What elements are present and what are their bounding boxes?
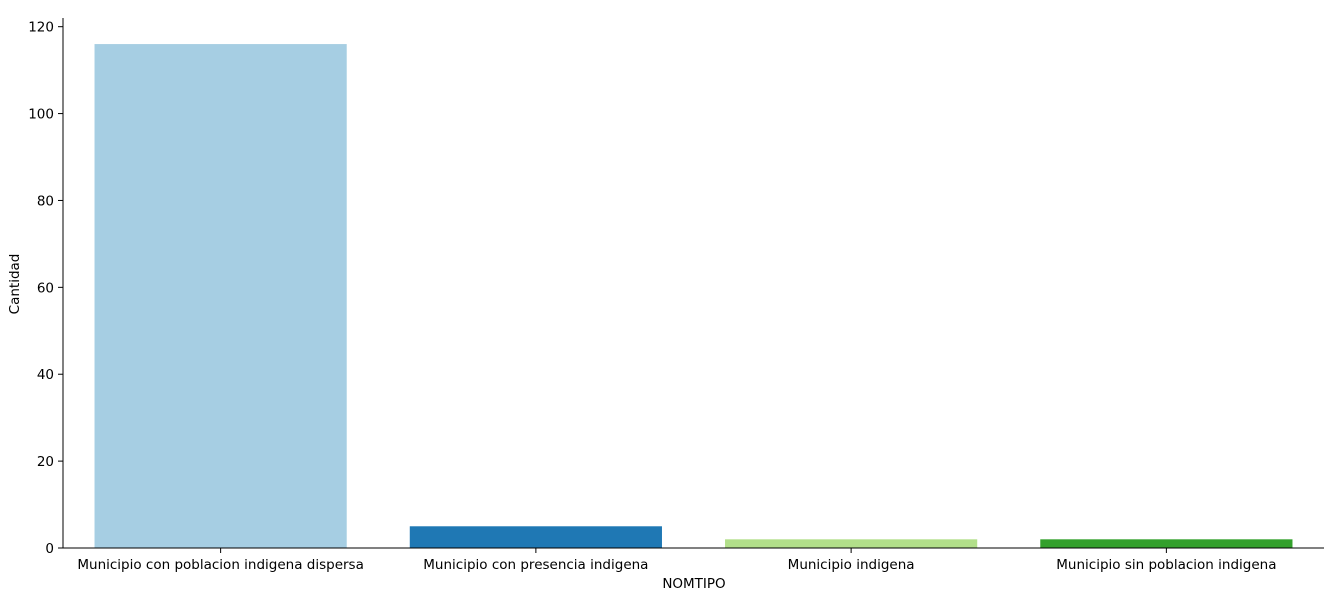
y-tick-label: 120 (28, 20, 54, 36)
bars (94, 44, 1293, 548)
x-axis-label: NOMTIPO (662, 576, 725, 592)
bar-1 (94, 44, 347, 548)
y-tick-label: 0 (45, 541, 54, 557)
y-tick-label: 60 (37, 280, 54, 296)
y-tick-label: 100 (28, 107, 54, 123)
bar-2 (409, 526, 662, 548)
y-axis-label: Cantidad (7, 254, 23, 315)
x-tick-label: Municipio con poblacion indigena dispers… (77, 557, 364, 573)
x-axis: Municipio con poblacion indigena dispers… (63, 547, 1324, 573)
y-tick-label: 20 (37, 454, 54, 470)
x-tick-label: Municipio sin poblacion indigena (1056, 557, 1276, 573)
y-axis: 0 20 40 60 80 100 120 (28, 18, 64, 557)
y-tick-label: 80 (37, 193, 54, 209)
y-tick-label: 40 (37, 367, 54, 383)
x-tick-label: Municipio con presencia indigena (423, 557, 648, 573)
x-tick-label: Municipio indigena (788, 557, 915, 573)
bar-3 (725, 539, 978, 548)
bar-4 (1040, 539, 1293, 548)
